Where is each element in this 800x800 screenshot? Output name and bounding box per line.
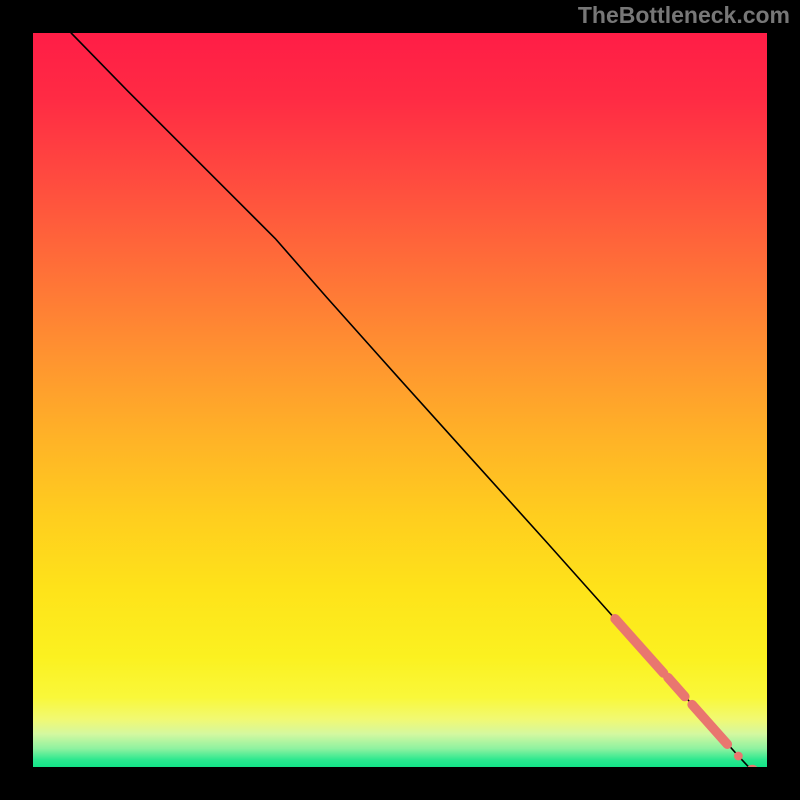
page-root: TheBottleneck.com — [0, 0, 800, 800]
plot-area — [33, 33, 767, 767]
gradient-background — [33, 33, 767, 767]
gradient-chart — [33, 33, 767, 767]
marker-dot — [734, 752, 743, 761]
watermark-text: TheBottleneck.com — [578, 2, 790, 29]
